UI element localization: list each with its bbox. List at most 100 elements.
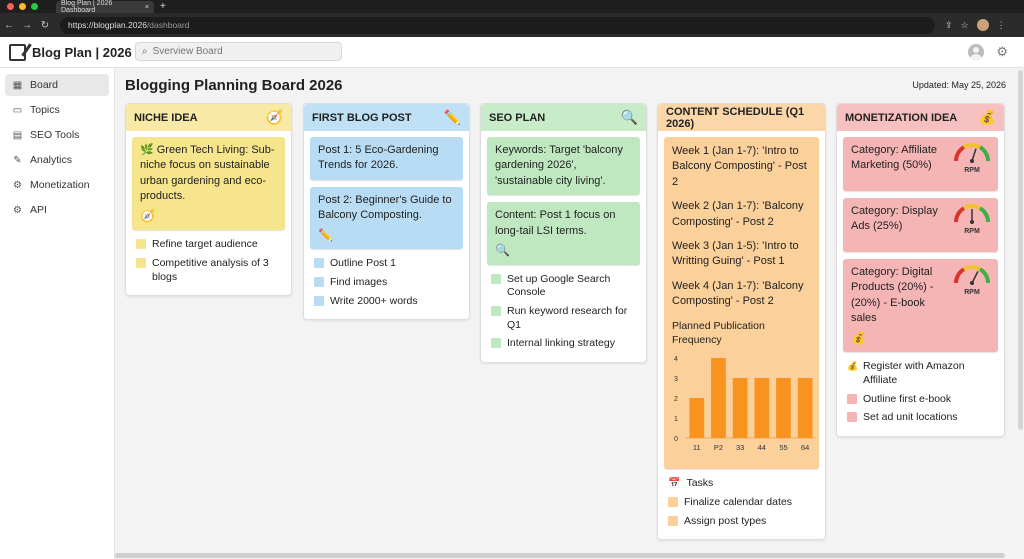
card-text: Category: Digital Products (20%) - (20%)… [851,266,934,325]
task-checkbox[interactable] [314,258,324,269]
close-window-button[interactable] [7,3,14,10]
task-item[interactable]: Write 2000+ words [314,295,461,309]
card[interactable]: Post 1: 5 Eco-Gardening Trends for 2026. [310,137,463,180]
schedule-card[interactable]: Week 1 (Jan 1-7): 'Intro to Balcony Comp… [664,137,819,470]
chart-title: Planned Publication Frequency [672,319,765,347]
new-tab-button[interactable]: + [160,1,166,12]
sidebar-item-topics[interactable]: ▭ Topics [5,99,109,121]
back-icon[interactable]: ← [4,19,14,31]
task-checkbox[interactable] [847,412,857,423]
share-icon[interactable]: ⇪ [945,19,953,30]
task-item[interactable]: Outline first e-book [847,393,996,407]
task-item[interactable]: Find images [314,276,461,290]
task-item[interactable]: Refine target audience [136,238,283,252]
browser-tab-bar: Blog Plan | 2026 Dashboard × + [0,0,1024,14]
task-checkbox[interactable] [314,295,324,306]
browser-profile-avatar[interactable] [976,19,989,31]
task-checkbox[interactable] [314,277,324,287]
task-checkbox[interactable] [136,239,146,250]
task-label: Internal linking strategy [507,337,615,350]
task-item[interactable]: Run keyword research for Q1 [491,305,638,332]
task-item[interactable]: 💰 Register with Amazon Affiliate [847,360,996,387]
gauge-label: RPM [964,289,980,296]
card[interactable]: Post 2: Beginner's Guide to Balcony Comp… [310,186,463,250]
card[interactable]: 🌿 Green Tech Living: Sub-niche focus on … [132,137,285,231]
task-checkbox[interactable] [491,273,501,284]
schedule-week: Week 2 (Jan 1-7): 'Balcony Composting' -… [672,200,804,228]
column-content-schedule: CONTENT SCHEDULE (Q1 2026) Week 1 (Jan 1… [657,103,826,541]
money-bag-icon: 💰 [851,330,866,345]
schedule-week: Week 3 (Jan 1-5): 'Intro to Writting Gui… [672,239,799,268]
browser-menu-icon[interactable]: ⋮ [996,19,1006,30]
y-tick-label: 3 [674,376,678,383]
task-item[interactable]: Set up Google Search Console [491,273,638,300]
settings-gear-icon[interactable]: ⚙ [996,44,1008,59]
card[interactable]: Content: Post 1 focus on long-tail LSI t… [487,202,640,265]
task-item[interactable]: Competitive analysis of 3 blogs [136,257,283,284]
gear-icon: ⚙ [13,179,22,191]
search-input[interactable] [152,46,333,57]
card-text: Post 2: Beginner's Guide to Balcony Comp… [318,193,452,222]
gauge-label: RPM [964,167,980,174]
chart-bar [711,357,726,438]
horizontal-scrollbar[interactable] [115,553,1005,558]
browser-tab[interactable]: Blog Plan | 2026 Dashboard × [56,0,154,14]
browser-nav-bar: ← → ↻ https://blogplan.2026/dashboard ⇪ … [0,13,1024,37]
money-bag-icon[interactable]: 💰 [847,361,859,372]
x-tick-label: 33 [736,443,744,452]
address-bar[interactable]: https://blogplan.2026/dashboard [60,16,935,34]
tasks-header: 📅 Tasks [668,477,714,490]
sidebar-item-monetization[interactable]: ⚙ Monetization [5,174,109,196]
vertical-scrollbar[interactable] [1018,70,1023,430]
bookmark-star-icon[interactable]: ☆ [960,19,969,30]
y-tick-label: 2 [674,396,678,403]
task-checkbox[interactable] [136,258,146,268]
reload-icon[interactable]: ↻ [40,19,50,31]
card[interactable]: Keywords: Target 'balcony gardening 2026… [487,137,640,196]
task-checkbox[interactable] [668,515,678,526]
sidebar-item-api[interactable]: ⚙ API [5,199,109,221]
search-box[interactable]: ⌕ [135,42,342,61]
rpm-gauge-icon: RPM [952,143,992,176]
sidebar-item-analytics[interactable]: ✎ Analytics [5,149,109,171]
task-checkbox[interactable] [491,338,501,349]
search-icon: ⌕ [142,46,148,57]
x-tick-label: P2 [714,443,723,452]
tab-title: Blog Plan | 2026 Dashboard [61,0,113,14]
task-checkbox[interactable] [847,393,857,404]
task-label: Outline first e-book [863,392,952,405]
card-text: Category: Affiliate Marketing (50%) [851,144,938,172]
app-logo: Blog Plan | 2026 [9,43,132,61]
minimize-window-button[interactable] [19,3,26,10]
card-text: Category: Display Ads (25%) [851,205,938,233]
task-item[interactable]: Finalize calendar dates [668,496,817,510]
task-label: Competitive analysis of 3 blogs [152,257,269,283]
forward-icon[interactable]: → [22,19,32,31]
monetization-card[interactable]: Category: Display Ads (25%) RPM [843,198,998,252]
task-item[interactable]: Assign post types [668,515,817,529]
sidebar-item-label: API [30,204,47,216]
task-item[interactable]: Internal linking strategy [491,337,638,351]
user-avatar-icon[interactable] [968,44,985,60]
task-checkbox[interactable] [668,496,678,507]
sidebar-item-seo-tools[interactable]: ▤ SEO Tools [5,124,109,146]
chart-bar [689,397,705,438]
schedule-week: Week 1 (Jan 1-7): 'Intro to Balcony Comp… [672,145,807,188]
column-title: SEO PLAN [489,111,546,124]
tab-close-icon[interactable]: × [144,3,149,11]
monetization-card[interactable]: Category: Digital Products (20%) - (20%)… [843,259,998,353]
column-first-blog-post: FIRST BLOG POST ✏️ Post 1: 5 Eco-Gardeni… [303,103,470,321]
column-header: FIRST BLOG POST ✏️ [304,104,469,131]
compass-icon: 🧭 [265,109,283,125]
task-checkbox[interactable] [491,306,501,317]
publication-frequency-chart: Planned Publication Frequency 0 1 2 3 4 11 P2 3… [672,319,816,466]
task-item[interactable]: Set ad unit locations [847,411,996,425]
monetization-card[interactable]: Category: Affiliate Marketing (50%) RPM [843,137,998,191]
maximize-window-button[interactable] [31,3,38,10]
document-icon: ▤ [12,129,23,141]
chart-bar [732,377,748,438]
column-niche-idea: NICHE IDEA 🧭 🌿 Green Tech Living: Sub-ni… [125,103,292,297]
sidebar-item-board[interactable]: ▦ Board [5,74,109,96]
task-item[interactable]: Outline Post 1 [314,257,461,271]
gear-icon: ⚙ [13,204,22,216]
